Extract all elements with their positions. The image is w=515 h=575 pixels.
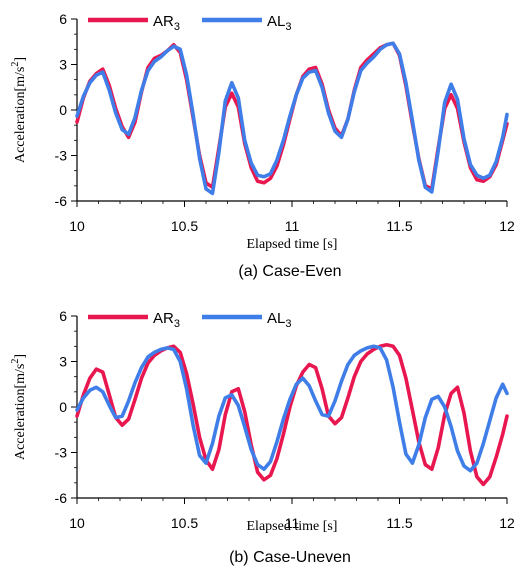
- y-tick-label: -3: [55, 445, 68, 461]
- y-tick-label: 6: [59, 308, 67, 324]
- legend-label-AR3: AR3: [153, 310, 180, 330]
- legend-label-AL3: AL3: [267, 13, 291, 33]
- legend-label-AR3: AR3: [153, 13, 180, 33]
- y-tick-label: 3: [59, 57, 67, 73]
- panel-caption: (b) Case-Uneven: [229, 549, 351, 566]
- x-tick-label: 11: [285, 515, 300, 531]
- series-line-AL3: [75, 41, 509, 196]
- y-tick-label: 0: [59, 399, 67, 415]
- x-tick-label: 10.5: [171, 218, 198, 234]
- y-tick-label: -3: [55, 148, 68, 164]
- x-tick-label: 12: [499, 218, 515, 234]
- x-axis-title: Elapsed time [s]: [247, 237, 338, 252]
- panel-case-even: 6 3 0 -3 -610 10.5 11 11.5 12 AR3 AL3 Elapsed time …: [10, 11, 515, 280]
- y-axis-title: Acceleration[m/s2]: [10, 57, 28, 163]
- y-axis-title: Acceleration[m/s2]: [10, 354, 28, 460]
- legend-label-AL3: AL3: [267, 310, 291, 330]
- x-axis-title: Elapsed time [s]: [247, 519, 338, 534]
- x-tick-label: 10: [69, 515, 85, 531]
- y-tick-label: -6: [55, 193, 68, 209]
- panel-caption: (a) Case-Even: [238, 263, 341, 280]
- y-tick-label: -6: [55, 490, 68, 506]
- x-tick-label: 10: [69, 218, 85, 234]
- y-tick-label: 6: [59, 11, 67, 27]
- panel-case-uneven: 6 3 0 -3 -610 10.5 11 11.5 12 AR3 AL3 Elapsed time …: [10, 308, 515, 566]
- x-tick-label: 10.5: [171, 515, 198, 531]
- x-tick-label: 11: [285, 218, 300, 234]
- x-tick-label: 12: [499, 515, 515, 531]
- x-tick-label: 11.5: [386, 218, 412, 234]
- y-tick-label: 3: [59, 354, 67, 370]
- series-line-AL3: [75, 344, 509, 473]
- x-tick-label: 11.5: [386, 515, 412, 531]
- y-tick-label: 0: [59, 102, 67, 118]
